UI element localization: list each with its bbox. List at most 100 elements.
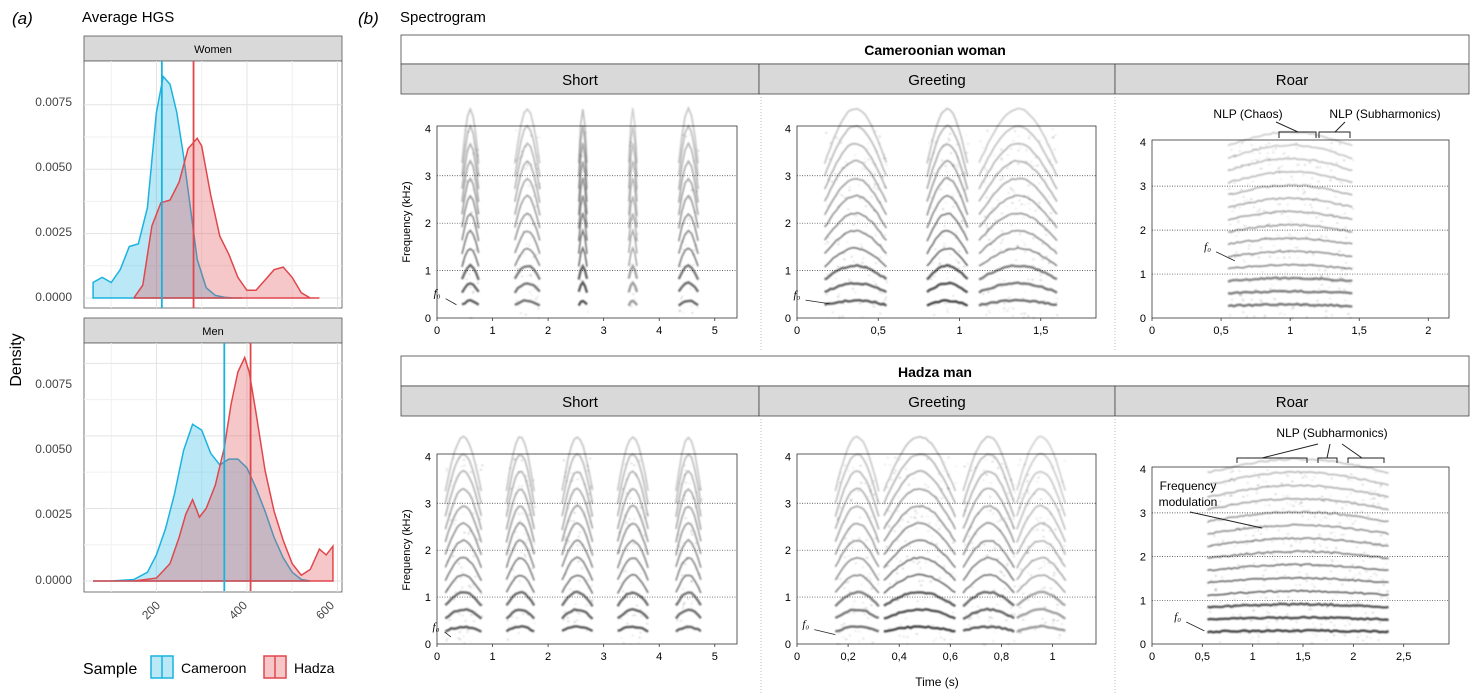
noise-speck	[927, 530, 930, 532]
noise-speck	[532, 195, 535, 197]
noise-speck	[948, 139, 951, 141]
harmonic-band	[461, 142, 480, 190]
facet-label-women: Women	[194, 44, 232, 56]
noise-speck	[912, 477, 915, 479]
noise-speck	[1331, 552, 1334, 555]
noise-speck	[890, 479, 893, 481]
noise-speck	[1050, 270, 1053, 272]
noise-speck	[1263, 580, 1266, 582]
noise-speck	[1240, 294, 1243, 297]
noise-speck	[1312, 199, 1315, 201]
noise-speck	[909, 628, 912, 631]
y-tick-label: 3	[425, 498, 431, 510]
noise-speck	[535, 163, 538, 166]
f0-label: f₀	[1174, 611, 1181, 623]
noise-speck	[688, 225, 691, 227]
noise-speck	[1277, 168, 1280, 170]
noise-speck	[1358, 617, 1361, 619]
noise-speck	[521, 275, 524, 278]
noise-speck	[1001, 230, 1003, 232]
harmonic-band	[962, 540, 1015, 569]
noise-speck	[848, 280, 851, 282]
noise-speck	[1276, 203, 1279, 205]
noise-speck	[948, 643, 951, 646]
x-tick-label: 5	[712, 325, 718, 337]
noise-speck	[1299, 541, 1302, 544]
noise-speck	[477, 538, 480, 541]
noise-speck	[633, 162, 636, 165]
noise-speck	[1227, 631, 1230, 633]
panel-a-title: Average HGS	[82, 9, 174, 26]
noise-speck	[1013, 585, 1016, 588]
noise-speck	[848, 278, 851, 281]
noise-speck	[1027, 315, 1030, 317]
harmonic-band	[823, 177, 888, 216]
noise-speck	[1038, 252, 1040, 255]
noise-speck	[844, 556, 847, 559]
noise-speck	[922, 600, 925, 602]
noise-speck	[681, 295, 684, 298]
noise-speck	[1290, 221, 1293, 223]
noise-speck	[1032, 529, 1035, 531]
noise-speck	[472, 152, 475, 155]
noise-speck	[1344, 299, 1347, 302]
noise-speck	[1050, 510, 1053, 513]
annotation-bracket	[1347, 457, 1385, 463]
noise-speck	[1295, 584, 1298, 586]
noise-speck	[997, 467, 999, 469]
noise-speck	[528, 484, 531, 487]
noise-speck	[1053, 574, 1055, 577]
noise-speck	[1260, 247, 1262, 249]
noise-speck	[1271, 149, 1274, 151]
noise-speck	[843, 258, 846, 260]
noise-speck	[472, 143, 475, 145]
noise-speck	[1247, 247, 1250, 250]
noise-speck	[1382, 567, 1385, 569]
noise-speck	[1378, 542, 1381, 545]
harmonic-band	[1207, 576, 1389, 584]
noise-speck	[1380, 596, 1383, 599]
noise-speck	[683, 499, 686, 501]
noise-speck	[1217, 504, 1220, 506]
noise-speck	[1006, 309, 1009, 312]
noise-speck	[989, 496, 992, 498]
noise-speck	[1011, 202, 1014, 204]
noise-speck	[1286, 475, 1289, 477]
harmonic-band	[834, 590, 880, 608]
noise-speck	[1328, 582, 1331, 584]
noise-speck	[470, 211, 473, 213]
noise-speck	[1052, 622, 1054, 625]
noise-speck	[1255, 502, 1258, 505]
noise-speck	[530, 294, 533, 296]
noise-speck	[940, 262, 942, 265]
noise-speck	[946, 311, 949, 313]
noise-speck	[1328, 286, 1331, 288]
noise-speck	[1234, 545, 1236, 548]
noise-speck	[1359, 555, 1362, 558]
noise-speck	[851, 173, 854, 175]
noise-speck	[562, 619, 565, 621]
noise-speck	[991, 285, 994, 288]
noise-speck	[862, 566, 865, 568]
noise-speck	[1340, 273, 1343, 276]
noise-speck	[1246, 579, 1249, 581]
noise-speck	[1293, 246, 1296, 249]
noise-speck	[1012, 566, 1015, 568]
panel-b-letter: (b)	[358, 9, 379, 28]
noise-speck	[838, 632, 841, 634]
noise-speck	[1282, 508, 1285, 510]
noise-speck	[888, 627, 891, 629]
noise-speck	[924, 488, 927, 490]
noise-speck	[1043, 587, 1046, 589]
harmonic-band	[616, 539, 649, 569]
noise-speck	[873, 493, 876, 496]
noise-speck	[1005, 205, 1008, 207]
noise-speck	[1301, 505, 1304, 508]
noise-speck	[1012, 498, 1015, 500]
noise-speck	[694, 506, 697, 508]
noise-speck	[628, 487, 631, 490]
noise-speck	[539, 186, 541, 189]
noise-speck	[465, 278, 468, 280]
noise-speck	[1306, 604, 1309, 607]
noise-speck	[1052, 488, 1055, 490]
